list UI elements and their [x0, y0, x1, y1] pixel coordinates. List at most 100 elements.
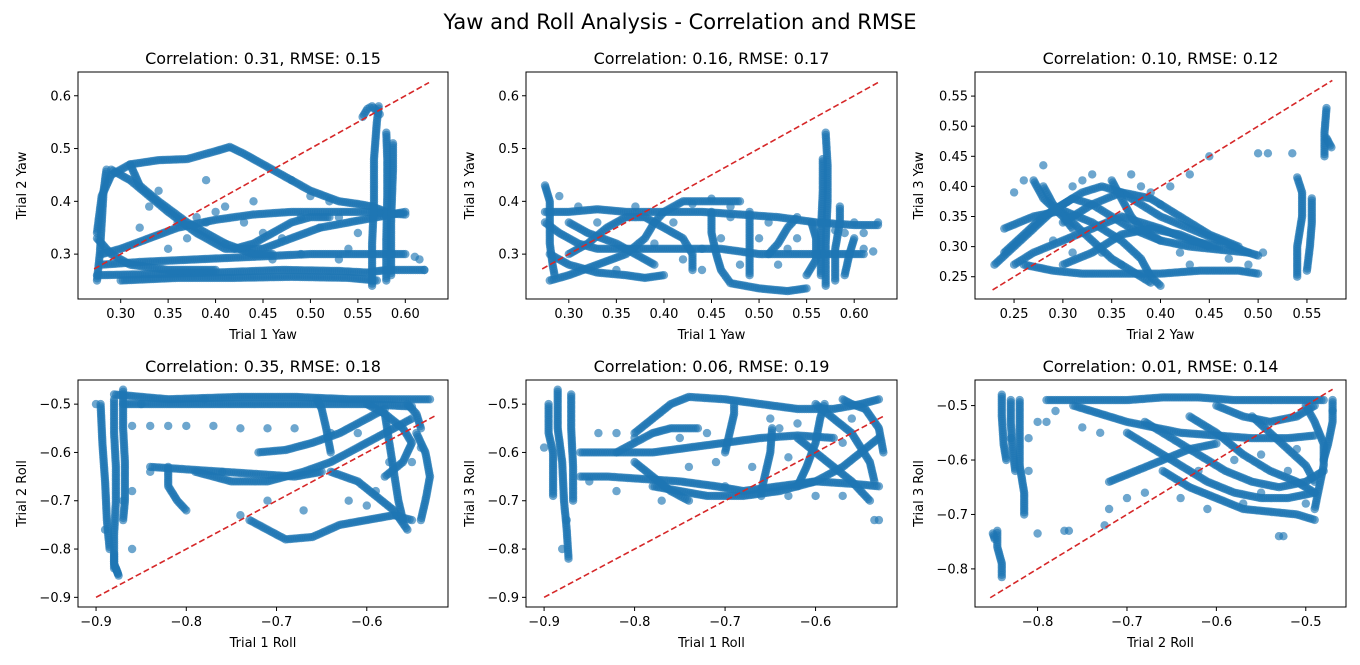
scatter-point	[277, 234, 287, 243]
x-tick-label: 0.60	[840, 307, 869, 322]
x-tick-label: 0.30	[1048, 307, 1077, 322]
scatter-point	[263, 496, 272, 505]
reference-line	[992, 79, 1333, 291]
scatter-point	[102, 165, 111, 174]
scatter-point	[1039, 161, 1048, 170]
scatter-point	[326, 428, 335, 438]
scatter-point	[802, 284, 811, 293]
x-tick-label: 0.50	[296, 307, 325, 322]
scatter-point	[154, 186, 163, 195]
scatter-point	[192, 213, 201, 222]
scatter-point	[118, 515, 128, 525]
scatter-point	[1224, 254, 1234, 263]
x-tick-label: 0.30	[106, 307, 135, 322]
scatter-point	[1068, 182, 1077, 191]
scatter-point	[1214, 242, 1224, 251]
scatter-point	[1088, 170, 1097, 179]
scatter-point	[697, 244, 707, 253]
scatter-point	[127, 486, 137, 496]
scatter-point	[385, 457, 394, 467]
scatter-point	[574, 202, 583, 211]
subplot-title: Correlation: 0.31, RMSE: 0.15	[145, 49, 381, 68]
subplot-title: Correlation: 0.06, RMSE: 0.19	[594, 357, 830, 376]
scatter-point	[127, 544, 137, 554]
scatter-point	[388, 139, 398, 148]
y-axis-label: Trial 2 Roll	[15, 460, 30, 528]
scatter-point	[325, 197, 334, 206]
scatter-point	[829, 433, 838, 443]
scatter-point	[407, 515, 417, 525]
scatter-point	[688, 265, 697, 275]
scatter-point	[287, 176, 296, 185]
scatter-point	[783, 244, 792, 253]
subplot-title: Correlation: 0.10, RMSE: 0.12	[1043, 49, 1279, 68]
scatter-point	[145, 202, 154, 211]
subplot-3: Correlation: 0.10, RMSE: 0.12 Trial 2 Yaw…	[912, 49, 1347, 343]
scatter-point	[831, 226, 840, 235]
x-axis-label: Trial 2 Yaw	[1126, 328, 1195, 343]
scatter-point	[1156, 281, 1165, 290]
scatter-point	[137, 399, 146, 409]
scatter-point	[334, 255, 344, 264]
scatter-point	[91, 399, 101, 409]
x-tick-label: 0.35	[154, 307, 183, 322]
scatter-point	[362, 501, 371, 510]
scatter-point	[127, 421, 137, 431]
y-axis-label: Trial 3 Yaw	[463, 151, 478, 220]
scatter-point	[650, 239, 659, 248]
scatter-point	[859, 244, 868, 253]
scatter-point	[593, 218, 602, 227]
scatter-point	[1288, 149, 1297, 158]
scatter-point	[792, 234, 802, 243]
scatter-point	[764, 218, 773, 227]
y-tick-label: 0.3	[50, 248, 71, 263]
scatter-point	[263, 424, 272, 433]
scatter-point	[650, 260, 659, 269]
scatter-point	[118, 496, 128, 505]
x-tick-label: 0.50	[745, 307, 774, 322]
scatter-point	[1117, 260, 1126, 269]
scatter-point	[201, 218, 211, 227]
scatter-point	[807, 218, 816, 227]
scatter-point	[1258, 248, 1268, 257]
scatter-point	[707, 194, 716, 203]
scatter-point	[1327, 143, 1336, 152]
x-axis-label: Trial 1 Roll	[677, 636, 745, 651]
scatter-point	[290, 424, 299, 433]
scatter-point	[568, 496, 578, 505]
y-axis-label: Trial 3 Roll	[463, 460, 478, 528]
scatter-point	[182, 421, 191, 431]
y-axis-label: Trial 2 Yaw	[15, 151, 30, 220]
scatter-point	[850, 218, 859, 227]
scatter-point	[380, 472, 389, 481]
figure-suptitle: Yaw and Roll Analysis - Correlation and …	[442, 10, 916, 34]
scatter-point	[1307, 194, 1317, 203]
scatter-point	[555, 191, 564, 201]
reference-line	[95, 415, 435, 599]
scatter-point	[425, 395, 435, 404]
scatter-point	[697, 265, 707, 275]
scatter-point	[353, 428, 362, 438]
scatter-points	[92, 102, 429, 290]
x-tick-label: 0.50	[1244, 307, 1273, 322]
scatter-points	[539, 385, 888, 563]
scatter-point	[296, 249, 306, 259]
scatter-points	[91, 385, 435, 580]
scatter-point	[745, 207, 754, 217]
scatter-point	[344, 496, 353, 505]
y-tick-label: −0.9	[39, 591, 71, 606]
scatter-point	[401, 249, 410, 259]
reference-line	[541, 81, 879, 270]
scatter-point	[164, 421, 173, 431]
scatter-point	[1097, 248, 1107, 257]
scatter-point	[312, 395, 322, 404]
y-tick-label: 0.5	[50, 142, 71, 157]
scatter-point	[401, 210, 410, 219]
x-axis-label: Trial 1 Roll	[229, 636, 297, 651]
scatter-point	[315, 223, 325, 232]
scatter-point	[735, 260, 745, 269]
scatter-point	[818, 154, 827, 164]
